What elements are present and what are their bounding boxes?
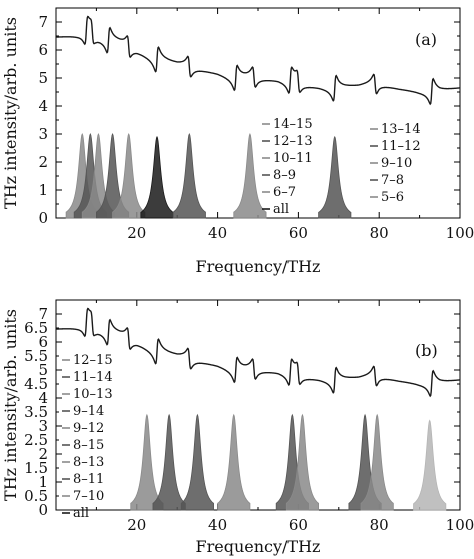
x-tick-label-a: 60 (289, 224, 308, 242)
legend-left-a-entry-3: 8–9 (273, 168, 296, 183)
peak-a-7 (233, 133, 267, 219)
legend-left-b-entry-9: all (73, 506, 89, 521)
total-curve-b (55, 307, 461, 398)
legend-b: 12–15 11–14 10–13 9–14 9–12 8–15 8–13 8–11 7–10 a… (62, 353, 113, 521)
x-axis-label-b: Frequency/THz (196, 537, 321, 556)
x-tick-label-a: 100 (446, 224, 474, 242)
legend-right-a-entry-3: 7–8 (381, 173, 404, 188)
y-tick-label-a: 2 (38, 153, 48, 171)
peak-b-5 (285, 413, 319, 511)
peak-b-3 (217, 413, 251, 511)
peak-b-7 (360, 413, 394, 511)
y-tick-label-a: 6 (38, 41, 48, 59)
y-tick-label-a: 0 (38, 209, 48, 227)
peak-b-1 (152, 413, 186, 511)
y-tick-label-a: 5 (38, 69, 48, 87)
y-tick-label-b: 6.5 (24, 319, 48, 337)
legend-left-a-entry-1: 12–13 (273, 134, 313, 149)
ticks-a: 20 40 60 80 100 0 1 2 3 4 5 6 7 (38, 8, 474, 242)
legend-right-a-entry-0: 13–14 (381, 122, 421, 137)
legend-a: 14–15 12–13 10–11 8–9 6–7 all 13–14 11–12 9–10 7–… (262, 117, 421, 217)
peak-a-4 (112, 133, 146, 219)
legend-left-a-entry-5: all (273, 202, 289, 217)
legend-left-a-entry-0: 14–15 (273, 117, 313, 132)
y-tick-label-b: 5.5 (24, 347, 48, 365)
x-axis-label-a: Frequency/THz (196, 257, 321, 276)
legend-left-b-entry-3: 9–14 (73, 404, 104, 419)
legend-left-a-entry-2: 10–11 (273, 151, 313, 166)
plot-frame-b (55, 299, 461, 511)
x-tick-label-b: 60 (289, 516, 308, 534)
y-tick-label-b: 5 (38, 361, 48, 379)
x-tick-label-a: 20 (127, 224, 146, 242)
y-tick-label-b: 2.5 (24, 431, 48, 449)
y-tick-label-a: 7 (38, 13, 48, 31)
y-tick-label-b: 1 (38, 473, 48, 491)
panel-tag-a: (a) (415, 30, 437, 49)
legend-left-b-entry-8: 7–10 (73, 489, 104, 504)
peak-a-6 (172, 133, 206, 219)
peak-a-5 (140, 135, 174, 219)
y-tick-label-a: 1 (38, 181, 48, 199)
y-tick-label-b: 3 (38, 417, 48, 435)
peaks-a (65, 133, 352, 219)
legend-left-b-entry-0: 12–15 (73, 353, 113, 368)
legend-left-b-entry-1: 11–14 (73, 370, 113, 385)
total-curve-a (55, 15, 461, 106)
legend-right-a-entry-1: 11–12 (381, 139, 421, 154)
y-tick-label-b: 4 (38, 389, 48, 407)
legend-left-b-entry-5: 8–15 (73, 438, 104, 453)
y-tick-label-b: 1.5 (24, 459, 48, 477)
legend-left-b-entry-2: 10–13 (73, 387, 113, 402)
x-tick-label-b: 100 (446, 516, 474, 534)
legend-right-a-entry-2: 9–10 (381, 156, 412, 171)
y-tick-label-b: 6 (38, 333, 48, 351)
x-tick-label-b: 40 (208, 516, 227, 534)
legend-left-b-entry-7: 8–11 (73, 472, 104, 487)
y-tick-label-b: 4.5 (24, 375, 48, 393)
y-axis-label-a: THz intensity/arb. units (1, 17, 20, 209)
legend-left-b-entry-6: 8–13 (73, 455, 104, 470)
panel-a: 20 40 60 80 100 0 1 2 3 4 5 6 7 (a) 14–15 12–13 10–11 8… (38, 7, 474, 276)
y-tick-label-b: 3.5 (24, 403, 48, 421)
peaks-b (130, 413, 447, 511)
peak-b-2 (180, 413, 214, 511)
y-tick-label-b: 0 (38, 501, 48, 519)
peak-b-8 (413, 419, 447, 511)
ticks-b: 20 40 60 80 100 00.511.522.533.544.555.566.57 (24, 300, 474, 534)
x-tick-label-b: 20 (127, 516, 146, 534)
x-tick-label-a: 80 (370, 224, 389, 242)
legend-right-a-entry-4: 5–6 (381, 190, 404, 205)
y-tick-label-a: 4 (38, 97, 48, 115)
y-tick-label-a: 3 (38, 125, 48, 143)
peak-a-8 (318, 135, 352, 219)
legend-left-b-entry-4: 9–12 (73, 421, 104, 436)
panel-tag-b: (b) (415, 341, 438, 360)
y-tick-label-b: 0.5 (24, 487, 48, 505)
y-tick-label-b: 7 (38, 305, 48, 323)
y-tick-label-b: 2 (38, 445, 48, 463)
x-tick-label-a: 40 (208, 224, 227, 242)
y-axis-label-b: THz intensity/arb. units (1, 309, 20, 501)
panel-b: 20 40 60 80 10000.511.522.533.544.555.566.57… (24, 299, 474, 556)
x-tick-label-b: 80 (370, 516, 389, 534)
legend-left-a-entry-4: 6–7 (273, 185, 296, 200)
